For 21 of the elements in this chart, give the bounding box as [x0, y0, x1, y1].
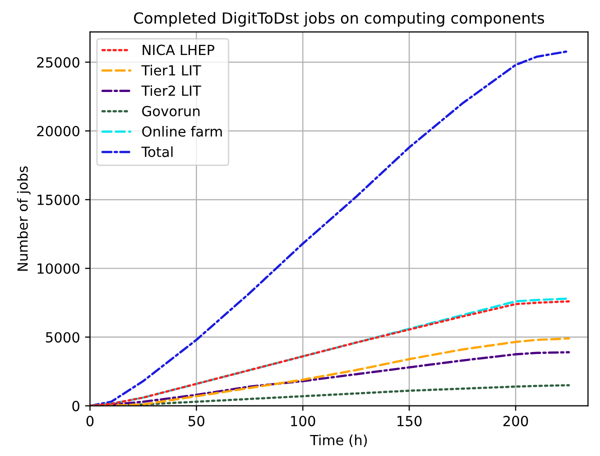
chart-title: Completed DigitToDst jobs on computing components: [134, 12, 544, 27]
legend-label: Tier1 LIT: [141, 64, 202, 76]
y-tick-label: 0: [72, 400, 80, 412]
y-tick-label: 15000: [38, 194, 80, 206]
x-tick-label: 150: [398, 416, 422, 426]
y-tick-label: 10000: [38, 263, 80, 274]
y-tick-label: 5000: [46, 332, 80, 343]
legend-label: Tier2 LIT: [141, 85, 202, 96]
line-series: [90, 337, 570, 406]
y-tick-label: 20000: [37, 126, 80, 136]
x-tick-label: 100: [291, 416, 316, 426]
y-axis-title: Number of jobs: [17, 166, 31, 271]
legend-label: NICA LHEP: [142, 44, 214, 56]
legend-label: Online farm: [142, 126, 222, 137]
legend-label: Govorun: [142, 106, 200, 116]
x-tick-label: 200: [503, 416, 528, 426]
x-tick-label: 50: [188, 416, 204, 426]
legend-label: Total: [141, 146, 173, 158]
y-tick-label: 25000: [37, 57, 80, 68]
x-tick-label: 0: [86, 416, 94, 426]
x-axis-title: Time (h): [310, 434, 367, 447]
